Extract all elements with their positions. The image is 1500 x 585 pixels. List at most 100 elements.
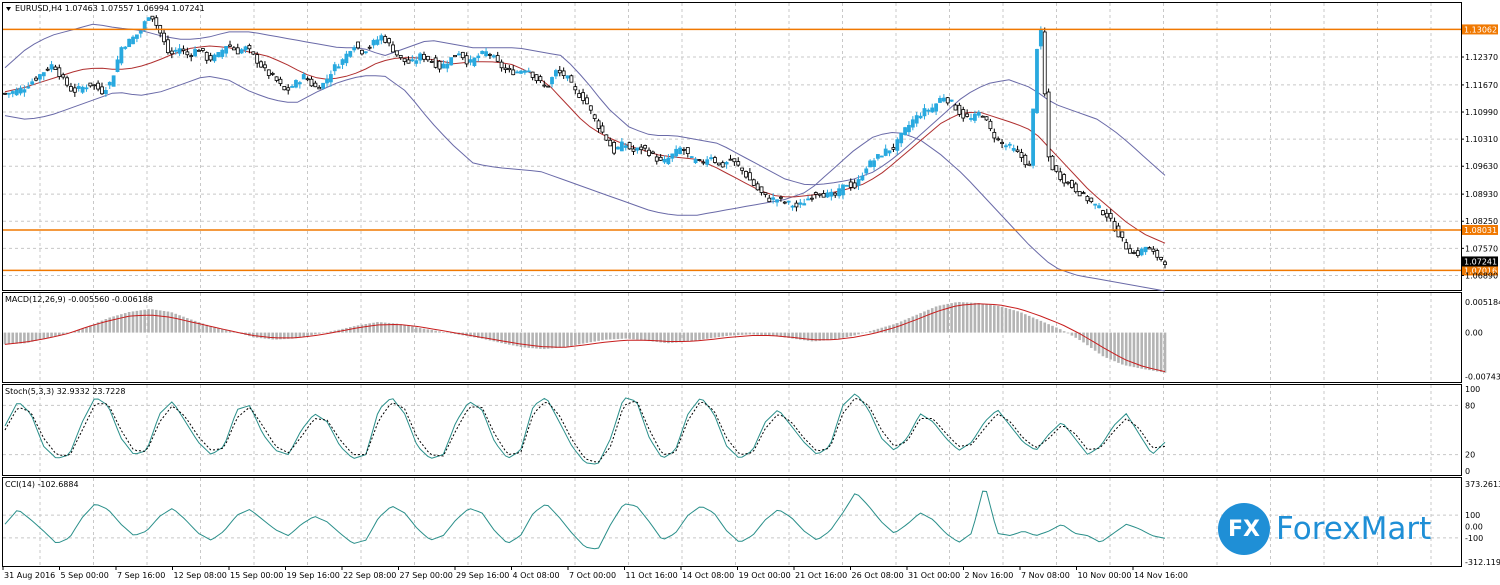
bull-candle (363, 51, 368, 54)
bear-candle (546, 85, 551, 88)
bull-candle (868, 160, 873, 168)
macd-histogram-bar (220, 329, 224, 333)
bear-candle (45, 68, 50, 71)
price-tick-label: 1.07570 (1465, 244, 1498, 253)
macd-histogram-bar (61, 332, 65, 335)
macd-histogram-bar (1121, 332, 1124, 365)
bear-candle (150, 15, 155, 20)
bear-candle (658, 156, 663, 161)
cci-tick-label: -312.1196 (1465, 558, 1500, 567)
macd-series (3, 301, 1167, 373)
macd-histogram-bar (992, 305, 996, 333)
bear-candle (228, 44, 232, 47)
macd-histogram-bar (77, 329, 81, 333)
time-tick-label: 19 Oct 00:00 (739, 571, 791, 580)
macd-pane[interactable] (2, 292, 1462, 383)
macd-histogram-bar (639, 332, 643, 341)
bear-candle (848, 181, 853, 188)
macd-histogram-bar (802, 332, 806, 341)
bull-candle (212, 54, 217, 62)
macd-histogram-bar (3, 332, 7, 345)
chevron-down-icon[interactable] (6, 7, 11, 11)
macd-tick-label: 0.00 (1465, 329, 1483, 338)
macd-histogram-bar (162, 310, 166, 333)
time-tick-label: 14 Nov 16:00 (1134, 571, 1188, 580)
macd-histogram-bar (981, 303, 984, 333)
price-level-tag (1462, 224, 1498, 235)
price-level-tag (1462, 24, 1498, 35)
macd-histogram-bar (946, 303, 950, 333)
bear-candle (569, 75, 574, 83)
bollinger-lower-line (4, 75, 1166, 292)
bear-candle (166, 39, 170, 54)
bull-candle (899, 132, 904, 144)
stoch-pane[interactable] (2, 384, 1462, 476)
macd-histogram-bar (224, 329, 228, 333)
bull-candle (969, 117, 973, 120)
macd-histogram-bar (135, 310, 139, 333)
cci-pane[interactable] (2, 477, 1462, 567)
bear-candle (992, 131, 997, 139)
macd-histogram-bar (841, 332, 845, 338)
macd-histogram-bar (1109, 332, 1112, 360)
bear-candle (833, 192, 838, 196)
macd-histogram-bar (876, 328, 880, 333)
bull-candle (941, 97, 946, 102)
bear-candle (542, 84, 547, 87)
macd-histogram-bar (764, 332, 767, 336)
symbol-header: EURUSD,H4 1.07463 1.07557 1.06994 1.0724… (15, 4, 205, 13)
bear-candle (1027, 163, 1032, 166)
bear-candle (309, 78, 314, 87)
time-tick-label: 2 Nov 16:00 (965, 571, 1014, 580)
macd-histogram-bar (775, 332, 779, 337)
macd-histogram-bar (96, 322, 100, 333)
bear-candle (965, 113, 970, 117)
bull-candle (127, 38, 132, 48)
bull-candle (22, 89, 27, 93)
bear-candle (197, 49, 201, 52)
macd-histogram-bar (787, 332, 790, 339)
bull-candle (1004, 145, 1008, 148)
bull-candle (705, 159, 710, 165)
bear-candle (984, 116, 989, 121)
bear-candle (996, 138, 1001, 141)
bear-candle (266, 69, 271, 76)
macd-histogram-bar (930, 308, 934, 333)
bear-candle (608, 139, 613, 147)
bear-candle (1101, 210, 1105, 216)
bear-candle (422, 53, 426, 60)
macd-histogram-bar (360, 324, 364, 333)
bull-candle (864, 168, 869, 174)
bull-candle (914, 115, 919, 124)
bear-candle (779, 196, 783, 199)
bull-candle (491, 55, 496, 58)
macd-histogram-bar (771, 332, 775, 336)
macd-histogram-bar (42, 332, 46, 340)
macd-histogram-bar (702, 332, 705, 340)
macd-histogram-bar (201, 323, 205, 333)
macd-histogram-bar (65, 332, 69, 334)
macd-histogram-bar (989, 304, 992, 333)
x-axis-labels: 31 Aug 2016 5 Sep 00:00 7 Sep 16:00 12 Sep … (2, 566, 1188, 580)
bear-candle (92, 84, 97, 87)
bear-candle (402, 58, 407, 62)
price-pane[interactable] (2, 2, 1462, 291)
bear-candle (732, 158, 737, 163)
cci-tick-label: 373.2613 (1465, 480, 1500, 489)
bear-candle (794, 202, 799, 208)
bull-candle (294, 80, 298, 88)
macd-histogram-bar (422, 328, 426, 333)
macd-histogram-bar (1159, 332, 1163, 373)
bear-candle (810, 197, 814, 200)
bear-candle (682, 149, 686, 151)
bear-candle (208, 55, 213, 61)
macd-histogram-bar (11, 332, 15, 344)
bear-candle (767, 197, 772, 203)
macd-histogram-bar (1082, 332, 1085, 343)
macd-histogram-bar (950, 303, 953, 333)
bear-candle (1046, 91, 1051, 158)
bear-candle (162, 32, 166, 43)
bear-candle (561, 70, 566, 76)
bear-candle (274, 76, 279, 81)
